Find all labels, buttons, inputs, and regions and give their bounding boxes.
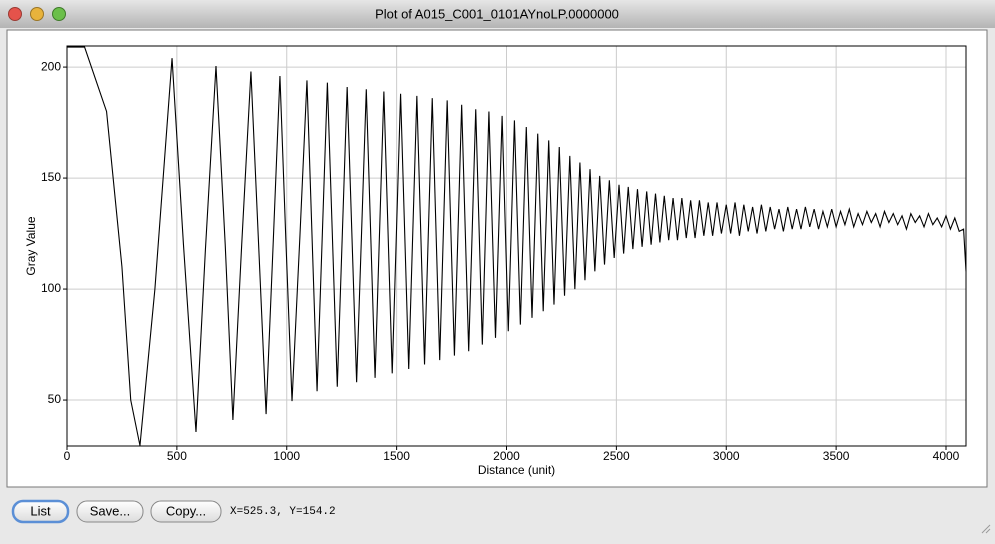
close-button[interactable] — [8, 7, 22, 21]
minimize-button[interactable] — [30, 7, 44, 21]
list-button[interactable] — [11, 499, 70, 524]
title-bar — [0, 0, 995, 28]
y-axis-label: Gray Value — [24, 216, 38, 275]
y-tick-label: 150 — [41, 170, 61, 184]
plot-frame — [66, 45, 967, 447]
button-label: Save... — [90, 503, 130, 518]
x-tick-label: 1500 — [383, 449, 410, 463]
x-tick-label: 0 — [64, 449, 71, 463]
copy-button[interactable] — [150, 500, 222, 523]
x-tick-label: 2000 — [493, 449, 520, 463]
status-text: X=525.3, Y=154.2 — [230, 506, 336, 518]
save-button[interactable] — [76, 500, 144, 523]
resize-grip — [981, 524, 991, 534]
x-tick-label: 3500 — [823, 449, 850, 463]
button-label: List — [30, 503, 51, 518]
zoom-button[interactable] — [52, 7, 66, 21]
x-tick-label: 2500 — [603, 449, 630, 463]
y-tick-label: 100 — [41, 281, 61, 295]
plot-panel — [6, 29, 988, 488]
window-title: Plot of A015_C001_0101AYnoLP.0000000 — [375, 6, 619, 21]
button-label: Copy... — [166, 503, 206, 518]
x-axis-label: Distance (unit) — [478, 463, 555, 477]
y-tick-label: 200 — [41, 59, 61, 73]
data-line — [67, 46, 967, 446]
x-tick-label: 500 — [167, 449, 187, 463]
y-tick-label: 50 — [48, 392, 62, 406]
x-tick-label: 3000 — [713, 449, 740, 463]
x-tick-label: 4000 — [933, 449, 960, 463]
x-tick-label: 1000 — [273, 449, 300, 463]
